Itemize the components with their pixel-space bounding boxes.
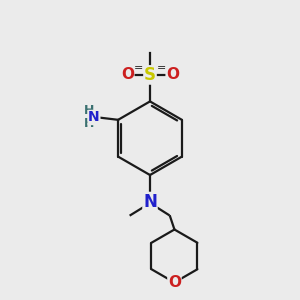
Text: N: N	[88, 110, 100, 124]
Text: O: O	[166, 68, 179, 82]
Text: N: N	[143, 193, 157, 211]
Text: O: O	[168, 275, 181, 290]
Text: H: H	[83, 104, 94, 118]
Text: =: =	[157, 63, 166, 74]
Text: =: =	[134, 63, 143, 74]
Text: S: S	[144, 66, 156, 84]
Text: O: O	[121, 68, 134, 82]
Text: H: H	[83, 117, 94, 130]
